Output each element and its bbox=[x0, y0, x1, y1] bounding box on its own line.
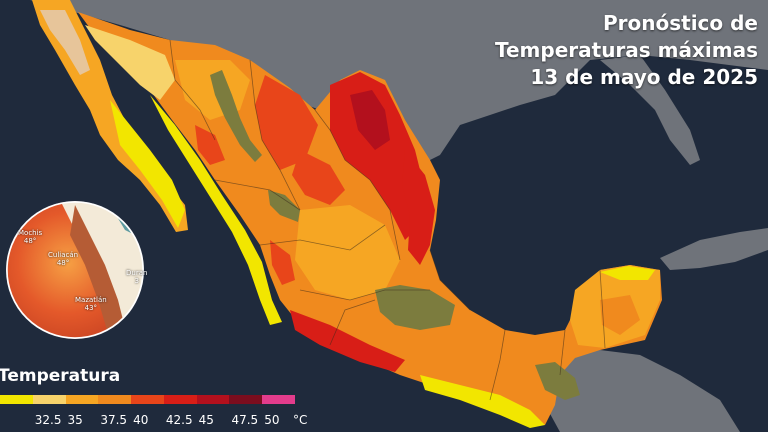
legend-swatch bbox=[98, 395, 132, 404]
inset-mountains bbox=[70, 205, 128, 338]
yucatan-inner bbox=[600, 295, 640, 335]
state-borders bbox=[169, 39, 606, 401]
legend-unit: °C bbox=[293, 413, 308, 427]
legend-swatch bbox=[262, 395, 296, 404]
plateau-orange bbox=[295, 205, 400, 300]
legend-color-bar bbox=[0, 395, 296, 404]
yucatan-north-coast bbox=[600, 266, 655, 280]
title-line-3: 13 de mayo de 2025 bbox=[530, 65, 758, 89]
title-line-1: Pronóstico de bbox=[603, 11, 758, 35]
central-highlands-cool bbox=[375, 285, 455, 330]
central-america-land bbox=[548, 350, 740, 432]
legend-tick-label: 47.5 bbox=[231, 413, 259, 427]
legend-tick-label: 40 bbox=[133, 413, 149, 427]
legend-swatch bbox=[0, 395, 33, 404]
baja-yellow-band bbox=[110, 100, 185, 228]
legend-swatch bbox=[229, 395, 263, 404]
legend-tick-label: 50 bbox=[264, 413, 280, 427]
pacific-coast-yellow bbox=[150, 95, 282, 325]
legend-swatch bbox=[163, 395, 197, 404]
chiapas-cool bbox=[535, 362, 580, 400]
sinaloa-hot bbox=[195, 125, 225, 165]
legend-tick-label: 35 bbox=[67, 413, 83, 427]
chihuahua-hot bbox=[255, 75, 318, 170]
sierra-madre-cool bbox=[210, 70, 262, 162]
nayarit-hot bbox=[270, 240, 295, 285]
legend-labels: 32.5 35 37.5 40 42.5 45 47.5 50 °C bbox=[0, 413, 320, 429]
inset-label-mazatlan: Mazatlán 43° bbox=[75, 296, 107, 312]
legend-tick-label: 32.5 bbox=[34, 413, 62, 427]
legend-swatch bbox=[32, 395, 66, 404]
legend-tick-label: 42.5 bbox=[165, 413, 193, 427]
legend-tick-label: 37.5 bbox=[100, 413, 128, 427]
sonora-pale bbox=[85, 25, 175, 100]
inset-label-culiacan: Culiacán 48° bbox=[48, 251, 79, 267]
coahuila-extreme bbox=[350, 90, 390, 150]
inset-label-duran: Duran 3 bbox=[126, 269, 148, 285]
oaxaca-coast-yellow bbox=[420, 375, 545, 428]
cuba-land bbox=[660, 228, 768, 270]
map-title: Pronóstico de Temperaturas máximas 13 de… bbox=[495, 10, 758, 91]
legend-tick-label: 45 bbox=[198, 413, 214, 427]
legend-title: Temperatura bbox=[0, 366, 121, 386]
legend-swatch bbox=[196, 395, 230, 404]
usa-land bbox=[30, 0, 768, 160]
inset-zoom bbox=[6, 201, 144, 339]
baja-pale-north bbox=[40, 10, 90, 75]
inset-label-mochis: Mochis 48° bbox=[18, 229, 43, 245]
tamaulipas-hot bbox=[402, 150, 435, 265]
florida-land bbox=[600, 55, 700, 165]
durango-hot bbox=[292, 150, 345, 205]
legend-swatch bbox=[65, 395, 99, 404]
coahuila-nuevoleon-hot bbox=[330, 72, 425, 240]
title-line-2: Temperaturas máximas bbox=[495, 38, 758, 62]
legend-swatch bbox=[131, 395, 164, 404]
durango-cool bbox=[268, 190, 300, 222]
guerrero-hot bbox=[290, 310, 405, 372]
